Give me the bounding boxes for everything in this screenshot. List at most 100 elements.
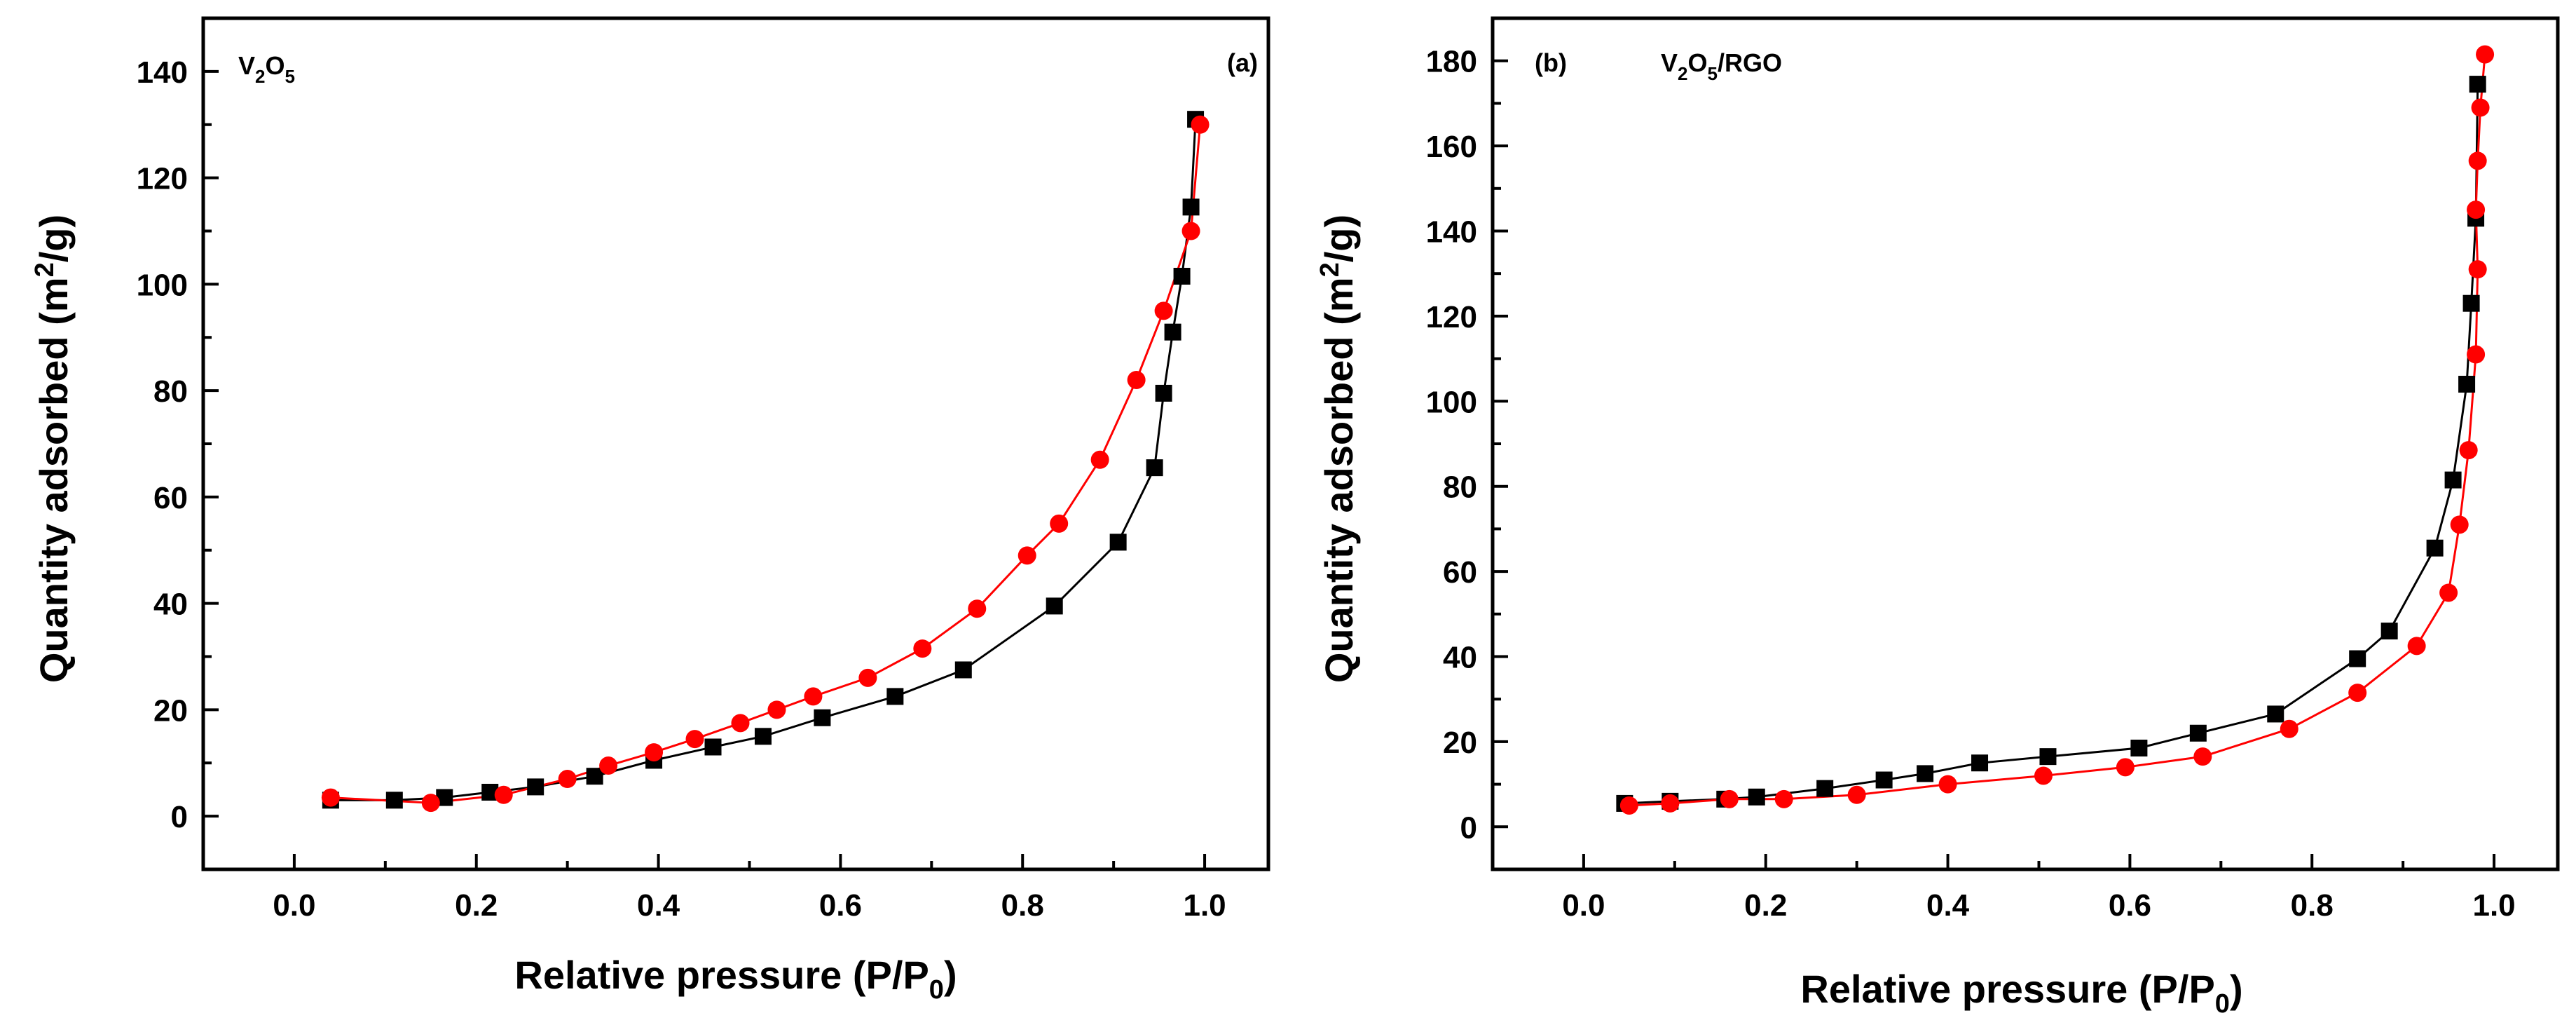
x-tick-label-b-4: 0.8 [2291,888,2334,923]
x-axis-b: 0.0 0.2 0.4 0.6 0.8 1.0 [1491,854,2516,923]
adsorption-point-b-8 [2039,748,2057,766]
desorption-point-b-13 [2450,515,2469,534]
series-markers-b [1616,45,2495,815]
adsorption-point-a-10 [886,688,904,705]
desorption-point-a-4 [599,756,618,775]
y-tick-label-a-5: 100 [137,268,188,302]
panel-b: 0.0 0.2 0.4 0.6 0.8 1.0 0 20 40 60 80 100 120 140 160… [1315,16,2560,1019]
x-tick-label-b-1: 0.2 [1744,888,1787,923]
y-tick-label-a-1: 20 [153,693,188,728]
desorption-point-b-14 [2459,441,2478,460]
desorption-point-b-2 [1720,789,1739,808]
desorption-point-a-11 [913,639,932,658]
adsorption-point-a-14 [1146,459,1163,477]
y-tick-label-b-4: 80 [1443,470,1477,505]
y-axis-title-b: Quantity adsorbed (m2/g) [1315,215,1361,683]
y-tick-label-b-2: 40 [1443,641,1477,675]
x-tick-label-a-5: 1.0 [1183,888,1226,923]
adsorption-point-b-5 [1875,771,1893,789]
y-tick-label-a-7: 140 [137,55,188,90]
desorption-point-a-5 [645,743,664,762]
x-tick-label-a-3: 0.6 [819,888,862,923]
plot-frame-b [1491,16,2560,871]
adsorption-line-b [1624,84,2479,805]
y-tick-label-a-4: 80 [153,374,188,409]
desorption-point-b-11 [2407,637,2426,656]
adsorption-point-b-11 [2267,705,2284,723]
y-tick-label-a-2: 40 [153,588,188,622]
desorption-point-b-1 [1661,794,1680,813]
desorption-point-a-0 [321,788,340,807]
panel-label-a: (a) [1227,48,1258,77]
desorption-point-b-10 [2348,684,2367,702]
desorption-point-a-6 [685,730,704,749]
desorption-point-a-12 [968,599,987,618]
desorption-point-b-6 [2034,766,2053,785]
adsorption-point-a-7 [704,738,722,756]
x-tick-label-b-5: 1.0 [2472,888,2515,923]
adsorption-point-b-3 [1748,788,1765,806]
adsorption-point-a-15 [1155,384,1172,402]
desorption-point-b-12 [2439,583,2458,602]
x-axis-title-a: Relative pressure (P/P0) [514,953,957,1005]
y-tick-label-a-6: 120 [137,162,188,196]
desorption-point-a-2 [494,785,513,804]
desorption-point-b-9 [2280,719,2298,738]
y-tick-label-b-6: 120 [1426,300,1477,334]
y-tick-label-b-5: 100 [1426,385,1477,419]
adsorption-point-b-19 [2469,76,2486,93]
y-tick-label-b-3: 60 [1443,555,1477,590]
adsorption-point-a-4 [527,778,544,796]
desorption-point-a-16 [1127,370,1146,389]
desorption-point-b-16 [2468,260,2487,279]
x-tick-label-a-0: 0.0 [273,888,315,923]
desorption-point-b-4 [1847,785,1866,804]
y-tick-label-b-0: 0 [1460,810,1477,845]
adsorption-point-b-16 [2458,376,2476,393]
desorption-point-b-18 [2468,151,2487,170]
panel-a: 0.0 0.2 0.4 0.6 0.8 1.0 0 20 40 60 80 100 120 140 V2… [30,16,1270,1005]
adsorption-point-a-11 [954,661,972,679]
x-axis-title-b: Relative pressure (P/P0) [1800,967,2242,1019]
desorption-point-a-10 [858,668,877,687]
desorption-point-a-3 [558,770,577,789]
y-tick-label-a-0: 0 [171,800,188,834]
desorption-point-b-19 [2471,98,2490,117]
desorption-point-a-9 [804,687,823,706]
y-tick-label-b-8: 160 [1426,130,1477,164]
y-tick-label-b-9: 180 [1426,45,1477,79]
adsorption-point-a-16 [1164,323,1181,341]
x-axis-a: 0.0 0.2 0.4 0.6 0.8 1.0 [202,854,1226,923]
x-tick-label-b-3: 0.6 [2109,888,2151,923]
desorption-point-a-17 [1154,301,1173,320]
desorption-point-b-0 [1619,796,1638,815]
adsorption-point-b-6 [1917,765,1934,782]
adsorption-point-b-13 [2380,623,2398,640]
desorption-point-a-13 [1018,546,1036,565]
desorption-point-a-15 [1090,450,1109,469]
desorption-point-b-8 [2193,747,2212,766]
desorption-point-a-18 [1181,222,1200,240]
adsorption-point-a-17 [1173,267,1191,285]
desorption-point-b-15 [2467,345,2486,364]
x-tick-label-a-2: 0.4 [637,888,680,923]
adsorption-point-b-7 [1971,754,1989,772]
adsorption-point-a-9 [814,709,831,726]
x-tick-label-a-1: 0.2 [455,888,498,923]
adsorption-point-a-18 [1182,198,1200,216]
x-tick-label-a-4: 0.8 [1001,888,1044,923]
desorption-point-b-17 [2467,201,2486,219]
desorption-line-a [330,124,1202,804]
desorption-point-a-7 [731,714,750,733]
adsorption-point-a-13 [1109,534,1127,551]
y-tick-label-b-1: 20 [1443,726,1477,760]
adsorption-point-a-5 [586,768,603,785]
adsorption-point-b-12 [2349,650,2366,667]
desorption-point-b-3 [1774,789,1793,808]
desorption-point-a-1 [421,794,440,813]
adsorption-line-a [330,119,1197,801]
sample-label-b: V2O5/RGO [1661,48,1782,84]
y-axis-title-a: Quantity adsorbed (m2/g) [30,215,76,683]
sample-label-a: V2O5 [238,51,295,87]
